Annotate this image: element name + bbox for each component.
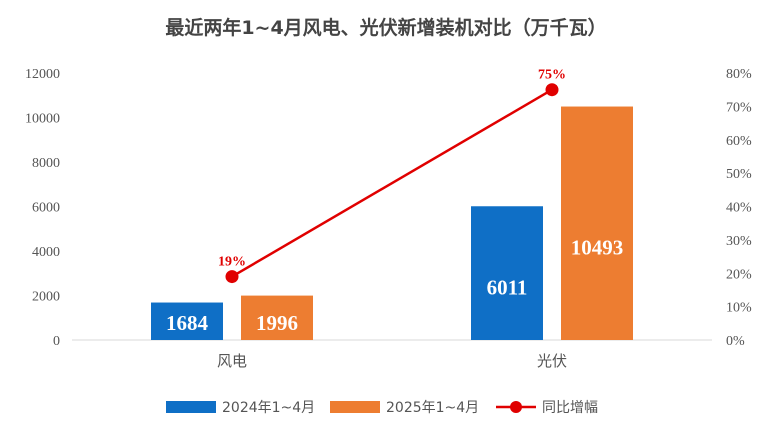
growth-line-path [231, 88, 553, 278]
bars: 1684 1996 6011 10493 [151, 106, 633, 340]
chart-title: 最近两年1~4月风电、光伏新增装机对比（万千瓦） [165, 16, 606, 39]
y2-tick-label: 10% [726, 301, 752, 316]
legend-swatch [330, 401, 380, 413]
y-tick-label: 6000 [32, 201, 60, 216]
y2-tick-label: 80% [726, 67, 752, 82]
bar [151, 302, 223, 340]
bar [241, 295, 313, 340]
legend-label: 2024年1~4月 [222, 400, 315, 416]
legend-label: 同比增幅 [542, 400, 598, 416]
bar-value-label: 1684 [166, 311, 209, 335]
bar-value-label: 10493 [571, 236, 624, 260]
y-tick-label: 0 [53, 334, 60, 349]
legend: 2024年1~4月 2025年1~4月 同比增幅 [166, 400, 598, 416]
legend-label: 2025年1~4月 [386, 400, 479, 416]
y2-tick-label: 60% [726, 134, 752, 149]
y2-tick-label: 40% [726, 201, 752, 216]
axes: 0 2000 4000 6000 8000 10000 12000 0% 10% 20% 30% 40… [25, 67, 752, 370]
y2-tick-label: 0% [726, 334, 745, 349]
bar [471, 206, 543, 340]
legend-swatch [166, 401, 216, 413]
y2-tick-label: 20% [726, 267, 752, 282]
y-tick-label: 12000 [25, 67, 60, 82]
bar-value-label: 6011 [487, 276, 528, 300]
bar [561, 106, 633, 340]
growth-label: 75% [538, 68, 566, 83]
growth-point [545, 83, 559, 97]
bar-value-label: 1996 [256, 311, 298, 335]
growth-line: 19% 75% [218, 68, 566, 284]
y-tick-label: 2000 [32, 290, 60, 305]
growth-point [225, 270, 239, 284]
y-tick-label: 10000 [25, 112, 60, 127]
category-label: 光伏 [537, 352, 567, 370]
category-label: 风电 [217, 352, 247, 370]
y2-tick-label: 50% [726, 167, 752, 182]
y-tick-label: 8000 [32, 156, 60, 171]
y2-tick-label: 30% [726, 234, 752, 249]
y2-tick-label: 70% [726, 100, 752, 115]
growth-label: 19% [218, 255, 246, 270]
legend-swatch-marker [510, 401, 522, 413]
y-tick-label: 4000 [32, 245, 60, 260]
